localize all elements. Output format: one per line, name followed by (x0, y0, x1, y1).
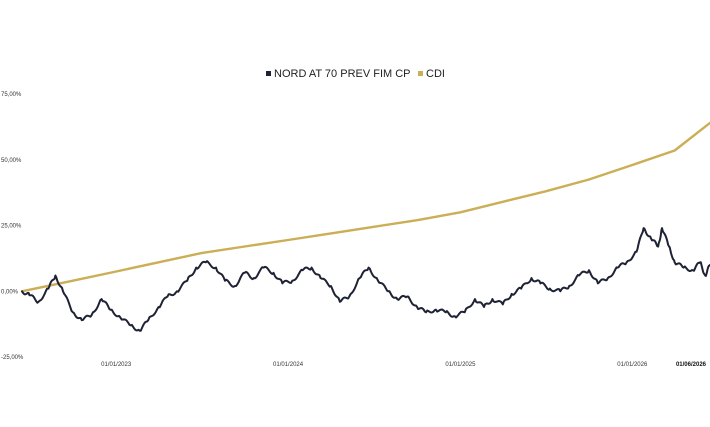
series-line-nord (21, 227, 710, 332)
y-tick-label: -25,00% (1, 355, 24, 361)
legend-label-cdi: CDI (426, 68, 445, 80)
x-tick-label: 01/01/2026 (617, 362, 648, 368)
series-line-cdi (20, 121, 710, 293)
x-axis-tick-labels: 01/01/2023 01/01/2024 01/01/2025 01/01/2026… (101, 362, 706, 368)
x-tick-label: 01/01/2025 (445, 362, 476, 368)
x-tick-label: 01/01/2024 (273, 362, 304, 368)
legend-label-nord: NORD AT 70 PREV FIM CP (274, 68, 411, 80)
y-tick-label: 0,00% (1, 289, 19, 295)
y-tick-label: 75,00% (1, 92, 22, 98)
y-axis-tick-labels: 75,00% 50,00% 25,00% 0,00% -25,00% (1, 92, 24, 361)
legend: NORD AT 70 PREV FIM CP CDI (266, 68, 445, 80)
y-tick-label: 25,00% (1, 224, 22, 230)
y-tick-label: 50,00% (1, 158, 22, 164)
x-tick-label: 01/06/2026 (676, 362, 707, 368)
legend-swatch-nord (266, 71, 271, 76)
legend-swatch-cdi (418, 71, 423, 76)
x-tick-label: 01/01/2023 (101, 362, 132, 368)
